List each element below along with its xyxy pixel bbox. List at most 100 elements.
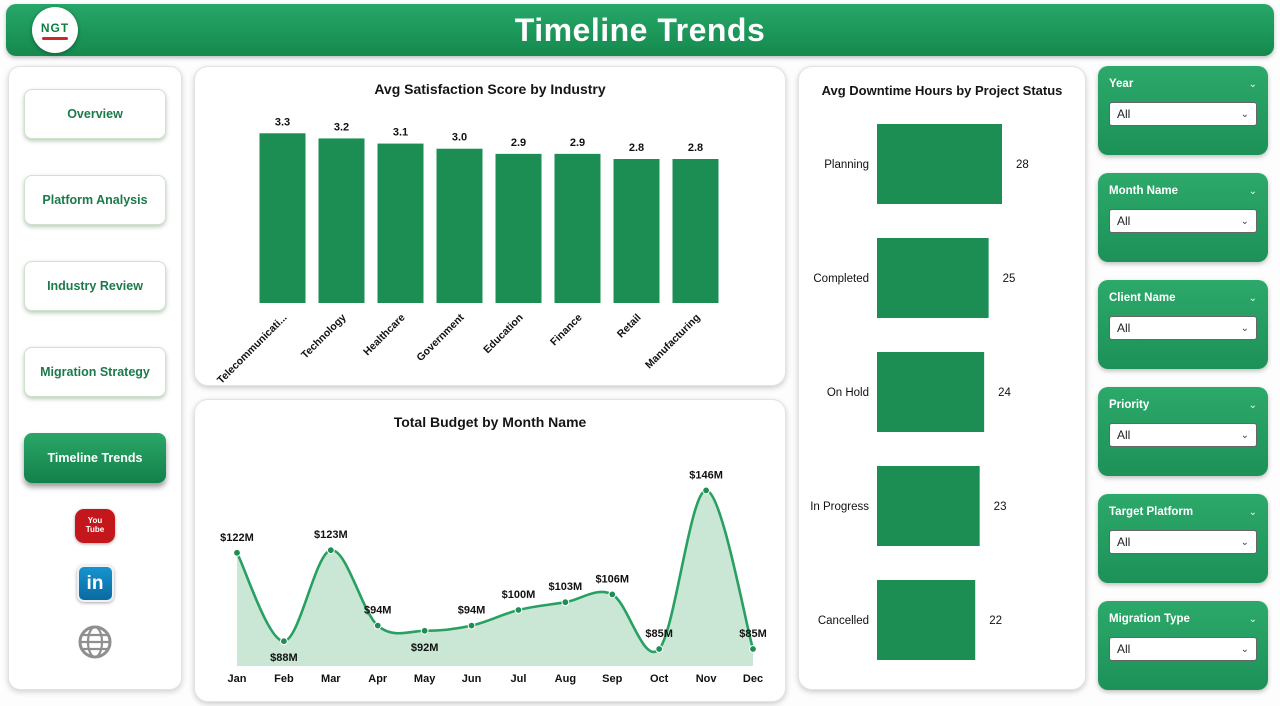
bar-finance[interactable]	[554, 153, 601, 303]
point-jan[interactable]	[233, 548, 241, 557]
svg-text:May: May	[414, 673, 436, 685]
filter-migration-type: Migration Type ⌄ All ⌄	[1098, 601, 1268, 690]
nav-item-platform-analysis[interactable]: Platform Analysis	[24, 175, 166, 225]
filter-dropdown-migration-type[interactable]: All ⌄	[1109, 637, 1257, 661]
filter-header: Month Name ⌄	[1109, 185, 1257, 197]
svg-text:Finance: Finance	[548, 312, 585, 349]
svg-text:2.8: 2.8	[688, 142, 703, 154]
filter-label: Month Name	[1109, 185, 1178, 197]
svg-text:3.3: 3.3	[275, 116, 290, 128]
svg-text:25: 25	[1003, 273, 1016, 285]
svg-text:Dec: Dec	[743, 673, 763, 685]
chevron-down-icon: ⌄	[1240, 108, 1249, 120]
chevron-down-icon[interactable]: ⌄	[1248, 78, 1257, 90]
svg-text:$85M: $85M	[645, 628, 673, 640]
nav-item-timeline-trends[interactable]: Timeline Trends	[24, 433, 166, 483]
bar-healthcare[interactable]	[377, 143, 424, 303]
satisfaction-bar-chart[interactable]: 3.3 Telecommunicati... 3.2 Technology 3.1 Hea…	[209, 97, 771, 394]
filter-label: Year	[1109, 78, 1134, 90]
svg-text:Mar: Mar	[321, 673, 341, 685]
point-oct[interactable]	[655, 645, 664, 653]
filter-header: Client Name ⌄	[1109, 292, 1257, 304]
filter-value: All	[1117, 321, 1131, 335]
svg-text:3.2: 3.2	[334, 121, 349, 133]
filter-header: Target Platform ⌄	[1109, 506, 1257, 518]
svg-text:Aug: Aug	[555, 673, 576, 685]
svg-text:$100M: $100M	[502, 589, 536, 601]
point-mar[interactable]	[326, 546, 335, 555]
filter-value: All	[1117, 214, 1131, 228]
point-jul[interactable]	[514, 606, 523, 614]
svg-text:Jan: Jan	[228, 673, 247, 685]
bar-cancelled[interactable]	[877, 580, 976, 660]
filter-dropdown-year[interactable]: All ⌄	[1109, 102, 1257, 126]
bar-education[interactable]	[495, 153, 542, 303]
point-dec[interactable]	[749, 645, 757, 653]
bar-planning[interactable]	[877, 124, 1002, 204]
chevron-down-icon[interactable]: ⌄	[1248, 613, 1257, 625]
bar-government[interactable]	[436, 148, 483, 303]
filter-year: Year ⌄ All ⌄	[1098, 66, 1268, 155]
nav-item-industry-review[interactable]: Industry Review	[24, 261, 166, 311]
satisfaction-chart-card: Avg Satisfaction Score by Industry 3.3 Te…	[194, 66, 786, 386]
budget-area-chart[interactable]: $122M Jan $88M Feb $123M Mar $94M Apr $92M May $94…	[209, 430, 771, 693]
filter-header: Year ⌄	[1109, 78, 1257, 90]
svg-text:Cancelled: Cancelled	[818, 615, 869, 627]
bar-retail[interactable]	[613, 159, 660, 303]
chevron-down-icon[interactable]: ⌄	[1248, 185, 1257, 197]
charts-column: Avg Satisfaction Score by Industry 3.3 Te…	[194, 66, 786, 702]
filter-value: All	[1117, 535, 1131, 549]
chevron-down-icon[interactable]: ⌄	[1248, 292, 1257, 304]
point-apr[interactable]	[373, 621, 382, 630]
nav-item-migration-strategy[interactable]: Migration Strategy	[24, 347, 166, 397]
point-may[interactable]	[420, 626, 429, 635]
filter-dropdown-month-name[interactable]: All ⌄	[1109, 209, 1257, 233]
chevron-down-icon[interactable]: ⌄	[1248, 399, 1257, 411]
social-links: You Tube in	[24, 509, 166, 665]
point-aug[interactable]	[561, 598, 570, 607]
filter-value: All	[1117, 107, 1131, 121]
svg-text:Oct: Oct	[650, 673, 669, 685]
point-sep[interactable]	[608, 590, 617, 599]
svg-text:Retail: Retail	[615, 312, 644, 341]
youtube-icon[interactable]: You Tube	[75, 509, 115, 543]
point-feb[interactable]	[280, 637, 288, 646]
svg-text:23: 23	[994, 501, 1007, 513]
point-jun[interactable]	[467, 621, 476, 630]
filter-label: Priority	[1109, 399, 1150, 411]
svg-text:$94M: $94M	[364, 605, 392, 617]
svg-text:Telecommunicati...: Telecommunicati...	[215, 312, 290, 387]
svg-text:Jul: Jul	[511, 673, 527, 685]
bar-manufacturing[interactable]	[672, 159, 719, 303]
bar-completed[interactable]	[877, 238, 989, 318]
web-icon[interactable]	[77, 624, 113, 665]
filter-value: All	[1117, 428, 1131, 442]
area-chart-svg: $122M Jan $88M Feb $123M Mar $94M Apr $92M May $94…	[220, 469, 767, 685]
downtime-chart-card: Avg Downtime Hours by Project Status Pla…	[798, 66, 1086, 690]
svg-text:$88M: $88M	[270, 652, 298, 664]
svg-text:2.9: 2.9	[511, 137, 526, 149]
bar-on-hold[interactable]	[877, 352, 985, 432]
svg-text:Technology: Technology	[299, 312, 349, 362]
bar-technology[interactable]	[318, 138, 365, 303]
filter-dropdown-target-platform[interactable]: All ⌄	[1109, 530, 1257, 554]
downtime-bar-chart[interactable]: Planning 28 Completed 25 On Hold 24 In Progres…	[807, 98, 1077, 687]
filter-header: Migration Type ⌄	[1109, 613, 1257, 625]
svg-text:$94M: $94M	[458, 605, 486, 617]
chevron-down-icon[interactable]: ⌄	[1248, 506, 1257, 518]
bar-telecommunicati[interactable]	[259, 133, 306, 303]
svg-text:2.8: 2.8	[629, 142, 644, 154]
svg-text:3.0: 3.0	[452, 132, 467, 144]
nav-item-overview[interactable]: Overview	[24, 89, 166, 139]
bar-in-progress[interactable]	[877, 466, 980, 546]
header: NGT Timeline Trends	[6, 4, 1274, 56]
svg-text:Education: Education	[481, 312, 525, 356]
filter-dropdown-priority[interactable]: All ⌄	[1109, 423, 1257, 447]
filter-label: Client Name	[1109, 292, 1176, 304]
linkedin-icon[interactable]: in	[76, 565, 114, 602]
main-layout: Overview Platform Analysis Industry Review…	[0, 56, 1280, 702]
page-title: Timeline Trends	[514, 11, 766, 48]
filter-dropdown-client-name[interactable]: All ⌄	[1109, 316, 1257, 340]
point-nov[interactable]	[702, 486, 710, 495]
svg-text:$92M: $92M	[411, 642, 439, 654]
